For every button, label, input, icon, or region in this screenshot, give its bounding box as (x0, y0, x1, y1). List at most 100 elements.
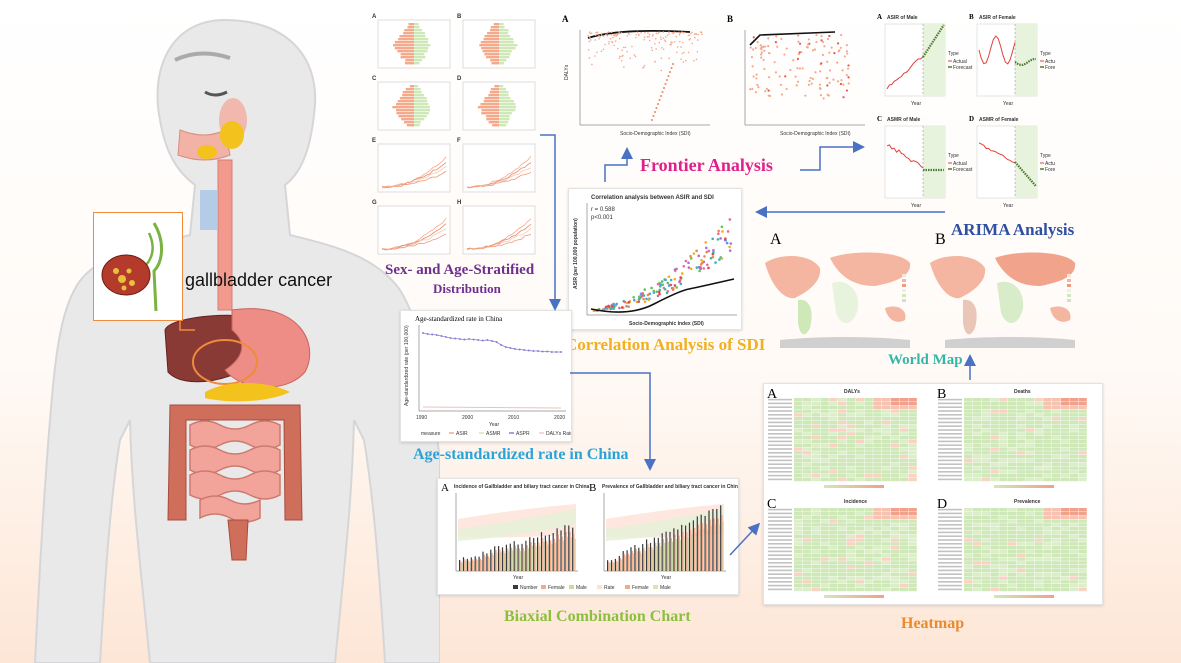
panel-letter: A (770, 231, 782, 248)
male-bar (621, 559, 623, 571)
forecast-band (1015, 24, 1037, 96)
heatmap-cell (1008, 466, 1017, 470)
heatmap-cell (890, 584, 900, 588)
heatmap-cell (972, 398, 982, 402)
heatmap-cell (829, 538, 838, 542)
heatmap-cell (999, 557, 1008, 561)
x-axis-label: Year (911, 101, 921, 107)
heatmap-cell (890, 519, 900, 523)
heatmap-cell (1052, 466, 1061, 470)
heatmap-cell (964, 546, 973, 550)
heatmap-cell (908, 568, 917, 573)
heatmap-cell (899, 409, 908, 413)
frontier-point (795, 84, 798, 87)
female-bar (530, 542, 532, 571)
number-bar (478, 556, 480, 571)
heatmap-cell (794, 474, 803, 478)
heatmap-cell (999, 401, 1008, 406)
heatmap-cell (1034, 508, 1043, 512)
heatmap-cell (1043, 511, 1052, 516)
frontier-point (643, 64, 646, 67)
corr-point (632, 295, 635, 299)
heatmap-cell (846, 458, 856, 463)
heatmap-cell (820, 447, 829, 451)
heatmap-cell (846, 557, 856, 561)
pyramid-bar-left (403, 121, 414, 124)
male-bar (469, 561, 471, 571)
heatmap-cell (1008, 561, 1017, 565)
heatmap-cell (846, 587, 856, 592)
corr-point (720, 225, 724, 229)
heatmap-cell (802, 561, 812, 565)
frontier-point (643, 38, 646, 41)
heatmap-cell (846, 538, 856, 542)
heatmap-cell (1078, 561, 1087, 565)
heatmap-cell (1078, 549, 1087, 554)
pyramid-bar-right (414, 50, 428, 53)
row-label (768, 436, 792, 439)
section-biaxial: Biaxial Combination Chart (504, 608, 691, 625)
heatmap-cell (1052, 527, 1061, 531)
number-bar (540, 532, 543, 571)
row-label (768, 414, 792, 416)
heatmap-cell (820, 436, 829, 440)
heatmap-cell (820, 474, 829, 478)
heatmap-cell (820, 565, 829, 569)
heatmap-cell (981, 432, 990, 436)
heatmap-cell (811, 436, 820, 440)
heatmap-cell (846, 580, 856, 584)
heatmap-cell (981, 519, 990, 523)
frontier-point (842, 83, 845, 86)
heatmap-cell (829, 587, 838, 592)
heatmap-cell (964, 527, 973, 531)
heatmap-cell (1025, 527, 1034, 531)
heatmap-cell (802, 508, 812, 512)
frontier-point (805, 45, 809, 49)
frontier-point (768, 51, 771, 55)
heatmap-cell (829, 557, 838, 561)
heatmap-cell (873, 549, 882, 554)
heatmap-cell (838, 584, 847, 588)
heatmap-cell (999, 530, 1008, 535)
heatmap-cell (829, 519, 838, 523)
pyramid-bar-left (491, 62, 499, 65)
heatmap-cell (829, 424, 838, 428)
heatmap-cell (794, 462, 803, 466)
heatmap-cell (1025, 523, 1034, 527)
heatmap-cell (1052, 508, 1061, 512)
legend-item: DALYs Rate (546, 431, 571, 437)
heatmap-cell (1060, 508, 1070, 512)
heatmap-cell (1034, 546, 1043, 550)
heatmap-cell (1034, 549, 1043, 554)
heatmap-cell (1016, 527, 1026, 531)
row-label (768, 429, 792, 431)
heatmap-cell (1078, 477, 1087, 482)
heatmap-cell (1078, 580, 1087, 584)
heatmap-cell (873, 508, 882, 512)
heatmap-cell (1069, 527, 1078, 531)
legend-title: measure (421, 431, 441, 437)
frontier-point (669, 71, 671, 73)
heatmap-cell (1016, 424, 1026, 428)
heatmap-cell (1008, 538, 1017, 542)
corr-point (660, 280, 664, 283)
corr-point (703, 255, 706, 258)
row-label (938, 562, 962, 564)
continent-north-america (765, 256, 821, 299)
heatmap-cell (873, 565, 882, 569)
male-bar (547, 544, 549, 571)
heatmap-cell (829, 428, 838, 432)
heatmap-cell (981, 561, 990, 565)
heatmap-cell (864, 439, 873, 444)
heatmap-cell (1034, 527, 1043, 531)
heatmap-cell (981, 534, 990, 538)
heatmap-cell (1043, 420, 1052, 425)
heatmap-cell (820, 428, 829, 432)
row-label (938, 406, 962, 408)
frontier-point (678, 33, 681, 36)
row-label (938, 550, 962, 553)
heatmap-cell (864, 428, 873, 432)
heatmap-cell (1043, 398, 1052, 402)
corr-point (615, 302, 619, 306)
heatmap-cell (990, 401, 999, 406)
